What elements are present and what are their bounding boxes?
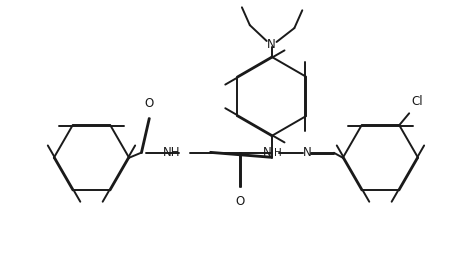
Text: H: H — [274, 148, 281, 158]
Text: N: N — [263, 146, 272, 159]
Text: N: N — [303, 146, 312, 159]
Text: O: O — [144, 97, 153, 110]
Text: O: O — [235, 195, 245, 208]
Text: NH: NH — [163, 146, 180, 159]
Text: Cl: Cl — [411, 95, 423, 108]
Text: N: N — [267, 38, 276, 51]
